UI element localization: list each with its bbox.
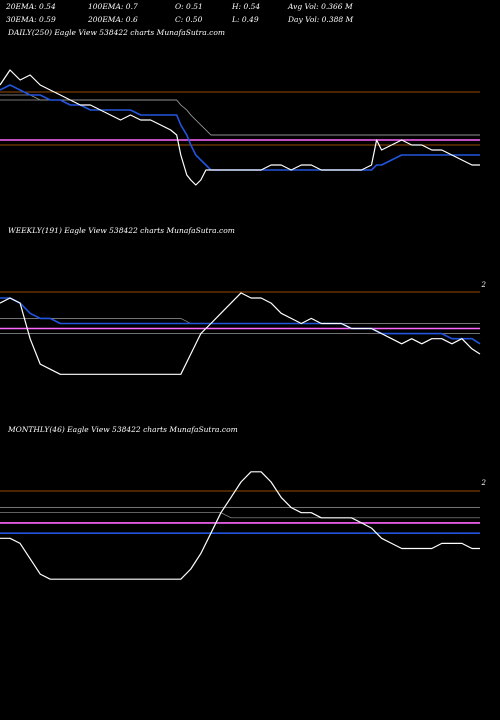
daily-series-2-line [0,94,480,136]
weekly-series-0-line [0,292,481,375]
stat-high: H: 0.54 [232,2,261,11]
stat-avg-vol: Avg Vol: 0.366 M [288,2,353,11]
daily-series-0-line [0,69,480,186]
stat-day-vol: Day Vol: 0.388 M [288,15,354,24]
stat-close: C: 0.50 [175,15,203,24]
monthly-scale-label: 2 [481,479,486,487]
stat-30ema: 30EMA: 0.59 [6,15,56,24]
stat-200ema: 200EMA: 0.6 [88,15,138,24]
weekly-scale-label: 2 [481,281,486,289]
weekly-series-1-line [0,297,481,345]
monthly-series-0-line [0,471,480,580]
monthly-series-3-line [0,512,480,519]
monthly-panel-title: MONTHLY(46) Eagle View 538422 charts Mun… [8,425,238,434]
stat-100ema: 100EMA: 0.7 [88,2,138,11]
stat-low: L: 0.49 [232,15,259,24]
stat-open: O: 0.51 [175,2,203,11]
stat-20ema: 20EMA: 0.54 [6,2,56,11]
daily-series-1-line [0,84,480,171]
daily-panel-title: DAILY(250) Eagle View 538422 charts Muna… [8,28,225,37]
weekly-panel-title: WEEKLY(191) Eagle View 538422 charts Mun… [8,226,235,235]
